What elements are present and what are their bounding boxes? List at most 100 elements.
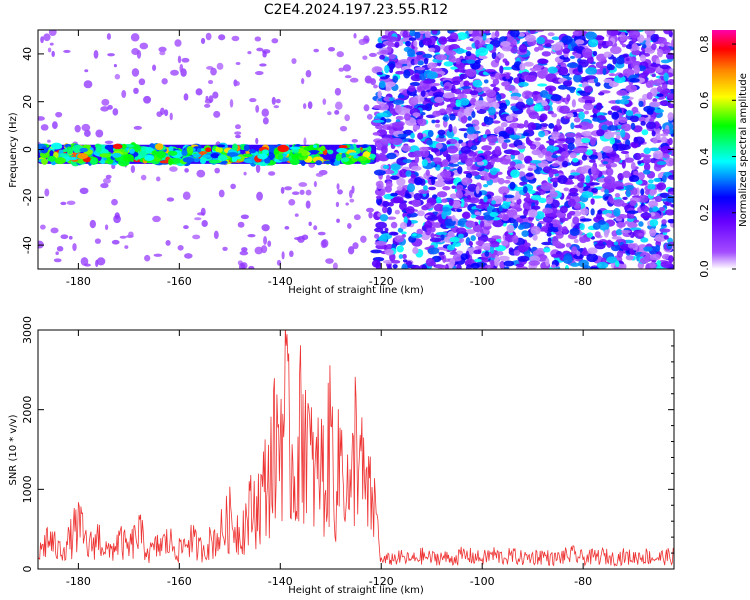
heatmap-cell — [344, 114, 350, 122]
heatmap-cell — [569, 152, 577, 159]
heatmap-cell — [382, 164, 390, 170]
heatmap-cell — [68, 235, 73, 240]
heatmap-cell — [661, 175, 667, 183]
heatmap-cell — [281, 251, 285, 260]
heatmap-cell — [399, 168, 409, 178]
heatmap-cell — [423, 57, 429, 65]
y-tick-label: 2000 — [21, 396, 34, 424]
heatmap-cell — [449, 113, 456, 121]
heatmap-cell — [501, 141, 508, 150]
heatmap-cell — [646, 108, 654, 115]
heatmap-cell — [396, 245, 404, 253]
heatmap-cell — [143, 95, 152, 104]
heatmap-cell — [654, 195, 663, 203]
heatmap-cell — [273, 147, 279, 156]
heatmap-cell — [616, 221, 626, 228]
heatmap-cell — [425, 257, 435, 267]
heatmap-cell — [417, 132, 424, 140]
heatmap-cell — [455, 227, 467, 234]
heatmap-cell — [474, 125, 480, 131]
heatmap-cell — [112, 108, 119, 116]
heatmap-cell — [305, 69, 312, 78]
heatmap-cell — [489, 244, 495, 254]
heatmap-cell — [231, 35, 240, 42]
heatmap-cell — [451, 214, 456, 222]
heatmap-cell — [655, 67, 664, 74]
heatmap-cell — [624, 184, 635, 192]
heatmap-cell — [548, 87, 553, 96]
heatmap-cell — [528, 111, 539, 120]
heatmap-cell — [452, 106, 461, 110]
heatmap-cell — [524, 91, 534, 96]
heatmap-cell — [417, 118, 427, 127]
heatmap-cell — [616, 250, 624, 258]
heatmap-cell — [608, 195, 614, 203]
heatmap-cell — [338, 144, 348, 149]
heatmap-cell — [200, 207, 206, 216]
heatmap-cell — [511, 64, 522, 71]
heatmap-cell — [523, 186, 528, 194]
heatmap-cell — [564, 136, 575, 145]
heatmap-cell — [384, 227, 389, 232]
heatmap-cell — [537, 83, 548, 87]
heatmap-cell — [575, 132, 582, 140]
heatmap-cell — [555, 230, 564, 239]
heatmap-cell — [575, 108, 585, 113]
heatmap-cell — [654, 234, 667, 242]
heatmap-cell — [656, 93, 664, 98]
heatmap-cell — [410, 74, 422, 82]
heatmap-cell — [417, 60, 424, 66]
heatmap-cell — [478, 55, 488, 60]
heatmap-cell — [305, 200, 311, 209]
heatmap-cell — [638, 194, 649, 204]
heatmap-cell — [615, 56, 626, 65]
heatmap-cell — [550, 199, 560, 209]
heatmap-cell — [597, 209, 603, 215]
heatmap-cell — [591, 195, 603, 199]
heatmap-cell — [62, 148, 68, 153]
heatmap-cell — [307, 101, 313, 110]
heatmap-cell — [516, 123, 525, 129]
heatmap-cell — [611, 105, 621, 111]
heatmap-cell — [667, 174, 674, 180]
heatmap-cell — [351, 139, 358, 143]
heatmap-cell — [403, 69, 411, 79]
heatmap-cell — [544, 43, 552, 48]
heatmap-cell — [614, 193, 621, 198]
heatmap-cell — [518, 43, 528, 53]
spectrogram-x-ticks: -180 -160 -140 -120 -100 -80 — [66, 30, 592, 288]
heatmap-cell — [581, 191, 594, 199]
heatmap-cell — [509, 181, 516, 190]
heatmap-cell — [430, 232, 435, 239]
heatmap-cell — [161, 78, 168, 85]
heatmap-cell — [455, 57, 461, 65]
heatmap-cell — [475, 204, 487, 209]
heatmap-cell — [557, 84, 568, 90]
heatmap-cell — [651, 130, 656, 137]
heatmap-cell — [503, 260, 515, 267]
heatmap-cell — [553, 146, 560, 151]
heatmap-cell — [619, 36, 631, 40]
heatmap-cell — [207, 80, 214, 85]
heatmap-cell — [427, 130, 434, 138]
heatmap-cell — [525, 97, 534, 106]
heatmap-cell — [114, 73, 121, 80]
heatmap-cell — [533, 47, 540, 52]
heatmap-cell — [518, 81, 529, 87]
heatmap-cell — [386, 36, 399, 42]
heatmap-cell — [50, 227, 59, 234]
heatmap-cell — [184, 253, 193, 259]
heatmap-cell — [208, 95, 214, 103]
heatmap-cell — [99, 153, 111, 158]
heatmap-cell — [468, 197, 480, 204]
heatmap-cell — [580, 138, 591, 144]
heatmap-cell — [543, 39, 555, 44]
heatmap-cell — [389, 175, 400, 180]
heatmap-cell — [277, 153, 284, 160]
heatmap-cell — [580, 208, 589, 216]
heatmap-cell — [596, 151, 603, 161]
heatmap-cell — [506, 233, 511, 243]
heatmap-cell — [425, 169, 430, 177]
heatmap-cell — [628, 30, 641, 39]
heatmap-cell — [408, 138, 416, 143]
